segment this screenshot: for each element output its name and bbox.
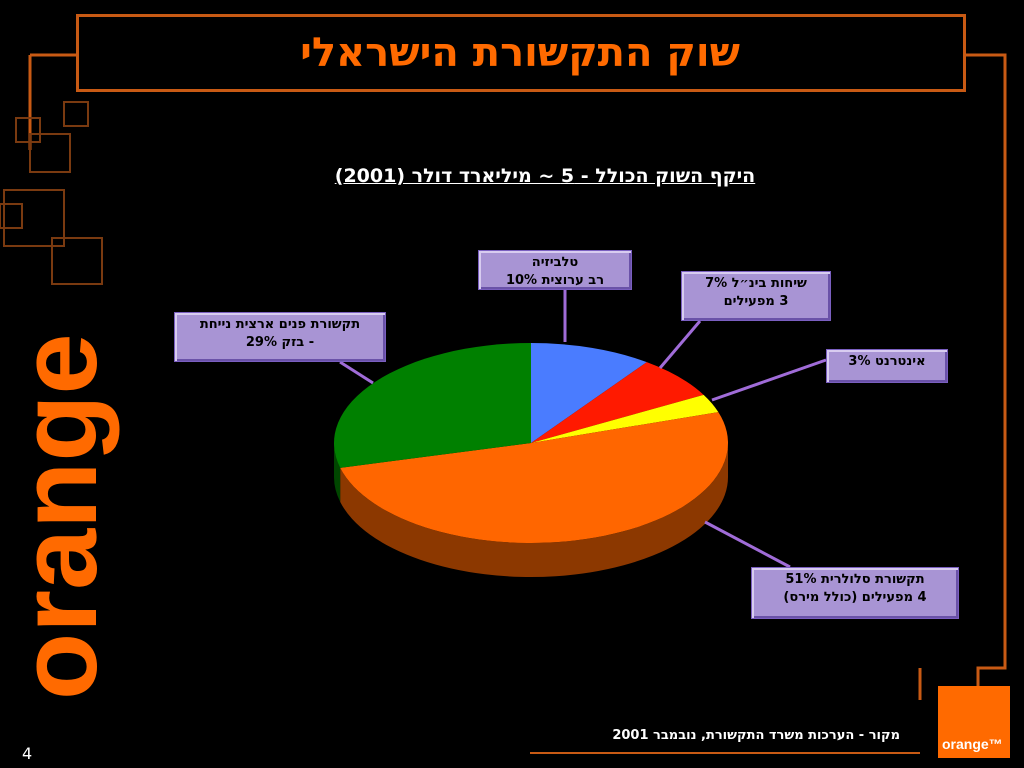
slice-label-1: שיחות בינ״ל 7% 3 מפעילים bbox=[681, 271, 831, 321]
slice-label-line: טלביזיה bbox=[531, 255, 579, 270]
slice-label-line: רב ערוצית 10% bbox=[505, 273, 605, 288]
slice-label-line: אינטרנט 3% bbox=[848, 354, 926, 369]
pie-slice-0 bbox=[531, 342, 647, 443]
pie-slice-side-4 bbox=[334, 443, 341, 502]
slice-label-line: 3 מפעילים bbox=[723, 294, 789, 309]
title-frame bbox=[76, 14, 966, 92]
slice-label-line: תקשורת פנים ארצית נייחת bbox=[199, 317, 361, 332]
slice-label-4: תקשורת פנים ארצית נייחת - בזק 29% bbox=[174, 312, 386, 362]
pie-slice-4 bbox=[334, 343, 531, 468]
pie-slice-2 bbox=[531, 394, 719, 443]
brand-word: orange bbox=[0, 333, 120, 700]
slice-label-3: תקשורת סלולרית 51% 4 מפעילים (כולל מירס) bbox=[751, 567, 959, 619]
source-note: מקור - הערכות משרד התקשורת, נובמבר 2001 bbox=[612, 728, 900, 743]
pie-slice-side-3 bbox=[340, 443, 728, 577]
leader-line-3 bbox=[704, 520, 791, 569]
pie-slice-3 bbox=[340, 412, 728, 543]
page-number: 4 bbox=[22, 744, 33, 763]
logo-text: orange™ bbox=[942, 736, 1003, 752]
slice-label-line: 4 מפעילים (כולל מירס) bbox=[783, 590, 927, 605]
slice-label-line: - בזק 29% bbox=[245, 335, 315, 350]
slice-label-2: אינטרנט 3% bbox=[826, 349, 948, 383]
pie-slice-1 bbox=[531, 362, 704, 443]
leader-line-2 bbox=[711, 358, 827, 402]
leader-line-4 bbox=[339, 360, 374, 385]
orange-logo: orange™ bbox=[938, 686, 1010, 758]
slice-label-0: טלביזיה רב ערוצית 10% bbox=[478, 250, 632, 290]
leader-line-1 bbox=[658, 320, 702, 369]
slice-label-line: שיחות בינ״ל 7% bbox=[705, 276, 807, 291]
chart-title: היקף השוק הכולל - 5 ~ מיליארד דולר (2001… bbox=[334, 165, 756, 187]
slice-label-line: תקשורת סלולרית 51% bbox=[785, 572, 925, 587]
slide-title: שוק התקשורת הישראלי bbox=[300, 30, 740, 76]
